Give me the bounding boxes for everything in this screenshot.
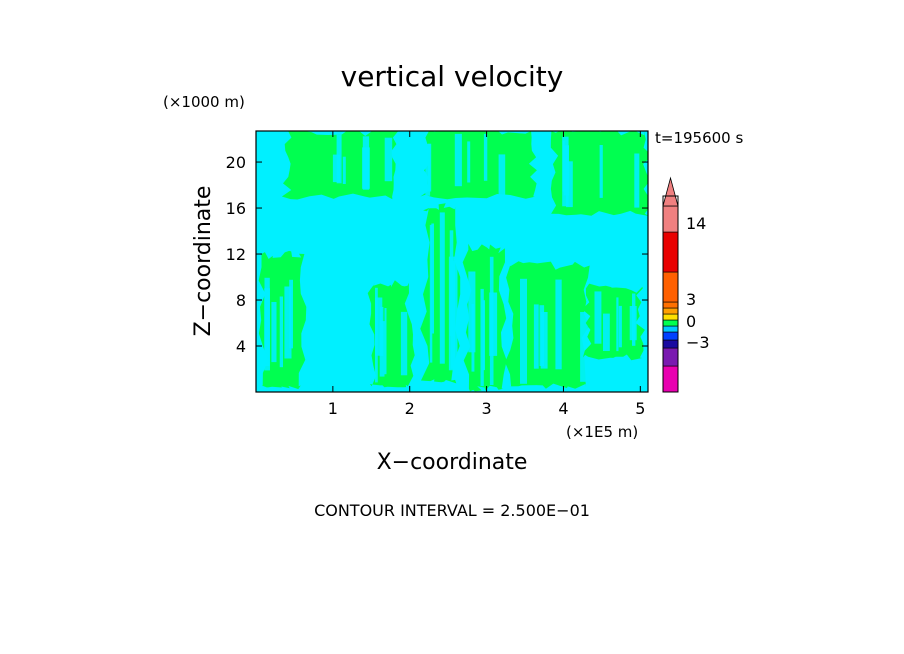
field-streak <box>264 288 270 371</box>
field-streak <box>533 304 539 369</box>
field-streak <box>450 260 458 369</box>
field-streak <box>375 297 383 356</box>
y-axis: 4 8 12 16 20 <box>226 153 648 356</box>
field-streak <box>489 256 494 385</box>
colorbar-tick-label: −3 <box>686 333 710 352</box>
colorbar-band <box>662 271 679 303</box>
colorbar-extend-arrow <box>662 176 679 207</box>
y-tick-label: 20 <box>226 153 246 172</box>
time-label: t=195600 s <box>655 129 743 147</box>
field-streak <box>429 224 433 363</box>
field-streak <box>562 136 569 207</box>
colorbar-band <box>662 231 679 273</box>
colorbar-band <box>662 347 679 367</box>
field-streak <box>439 212 445 364</box>
y-tick-label: 12 <box>226 245 246 264</box>
field-streak <box>629 306 637 341</box>
colorbar-band <box>662 301 679 309</box>
field-streak <box>540 312 548 369</box>
field-streak <box>431 223 434 334</box>
field-streak <box>634 153 640 208</box>
field-streak <box>400 311 408 376</box>
field-streak <box>594 291 602 344</box>
field-streak <box>618 305 622 348</box>
colorbar-band <box>662 365 679 393</box>
field-streak <box>467 141 471 183</box>
y-tick-label: 8 <box>236 291 246 310</box>
colorbar-tick-label: 3 <box>686 290 696 309</box>
colorbar-frame <box>662 195 679 393</box>
colorbar-tick-label: 0 <box>686 312 696 331</box>
field-streak <box>498 154 506 197</box>
x-tick-label: 3 <box>481 399 491 418</box>
field-streak <box>520 278 527 384</box>
field-streak <box>289 279 293 349</box>
x-unit-label: (×1E5 m) <box>566 423 638 441</box>
colorbar-band <box>662 331 679 341</box>
field-streak <box>539 305 545 366</box>
field-streak <box>384 137 393 182</box>
field-streak <box>480 288 484 387</box>
x-tick-label: 2 <box>405 399 415 418</box>
field-streak <box>454 133 462 187</box>
x-tick-label: 4 <box>558 399 568 418</box>
contour-interval-label: CONTOUR INTERVAL = 2.500E−01 <box>314 501 590 520</box>
colorbar-band <box>662 339 679 349</box>
colorbar-band <box>662 205 679 233</box>
x-axis: 1 2 3 4 5 <box>328 131 645 418</box>
y-unit-label: (×1000 m) <box>163 93 245 111</box>
field-streak <box>599 145 603 198</box>
y-axis-label: Z−coordinate <box>191 186 216 337</box>
field-streak <box>580 312 588 382</box>
colorbar-band <box>662 313 679 321</box>
plot-area <box>256 131 648 392</box>
field-streak <box>279 296 283 368</box>
plot-frame <box>255 130 649 393</box>
field-streak <box>271 302 277 363</box>
x-tick-label: 1 <box>328 399 338 418</box>
field-streak <box>362 147 370 189</box>
field-streak <box>336 134 342 184</box>
field-streak <box>566 161 573 208</box>
colorbar-tick-label: 14 <box>686 214 706 233</box>
y-tick-label: 16 <box>226 199 246 218</box>
field-streak <box>379 306 384 357</box>
field-streak <box>425 143 431 196</box>
x-tick-label: 5 <box>635 399 645 418</box>
field-streak <box>482 300 485 371</box>
field-region <box>550 131 648 216</box>
colorbar-band <box>662 307 679 315</box>
chart-title: vertical velocity <box>341 60 564 93</box>
colorbar-band <box>662 325 679 333</box>
field-streak <box>342 156 346 184</box>
field-streak <box>483 133 488 181</box>
field-streak <box>332 154 341 183</box>
field-streak <box>555 279 562 370</box>
x-axis-label: X−coordinate <box>377 450 528 475</box>
field-streak <box>562 140 565 192</box>
field-streak <box>427 143 432 192</box>
field-region <box>420 131 537 200</box>
colorbar: 14 3 0 −3 <box>662 176 710 393</box>
field-streak <box>468 271 476 353</box>
field-streak <box>284 286 292 359</box>
colorbar-band <box>662 319 679 327</box>
field-streak <box>603 313 610 351</box>
y-tick-label: 4 <box>236 337 246 356</box>
field-streak <box>616 297 619 352</box>
field-streak <box>384 308 387 375</box>
